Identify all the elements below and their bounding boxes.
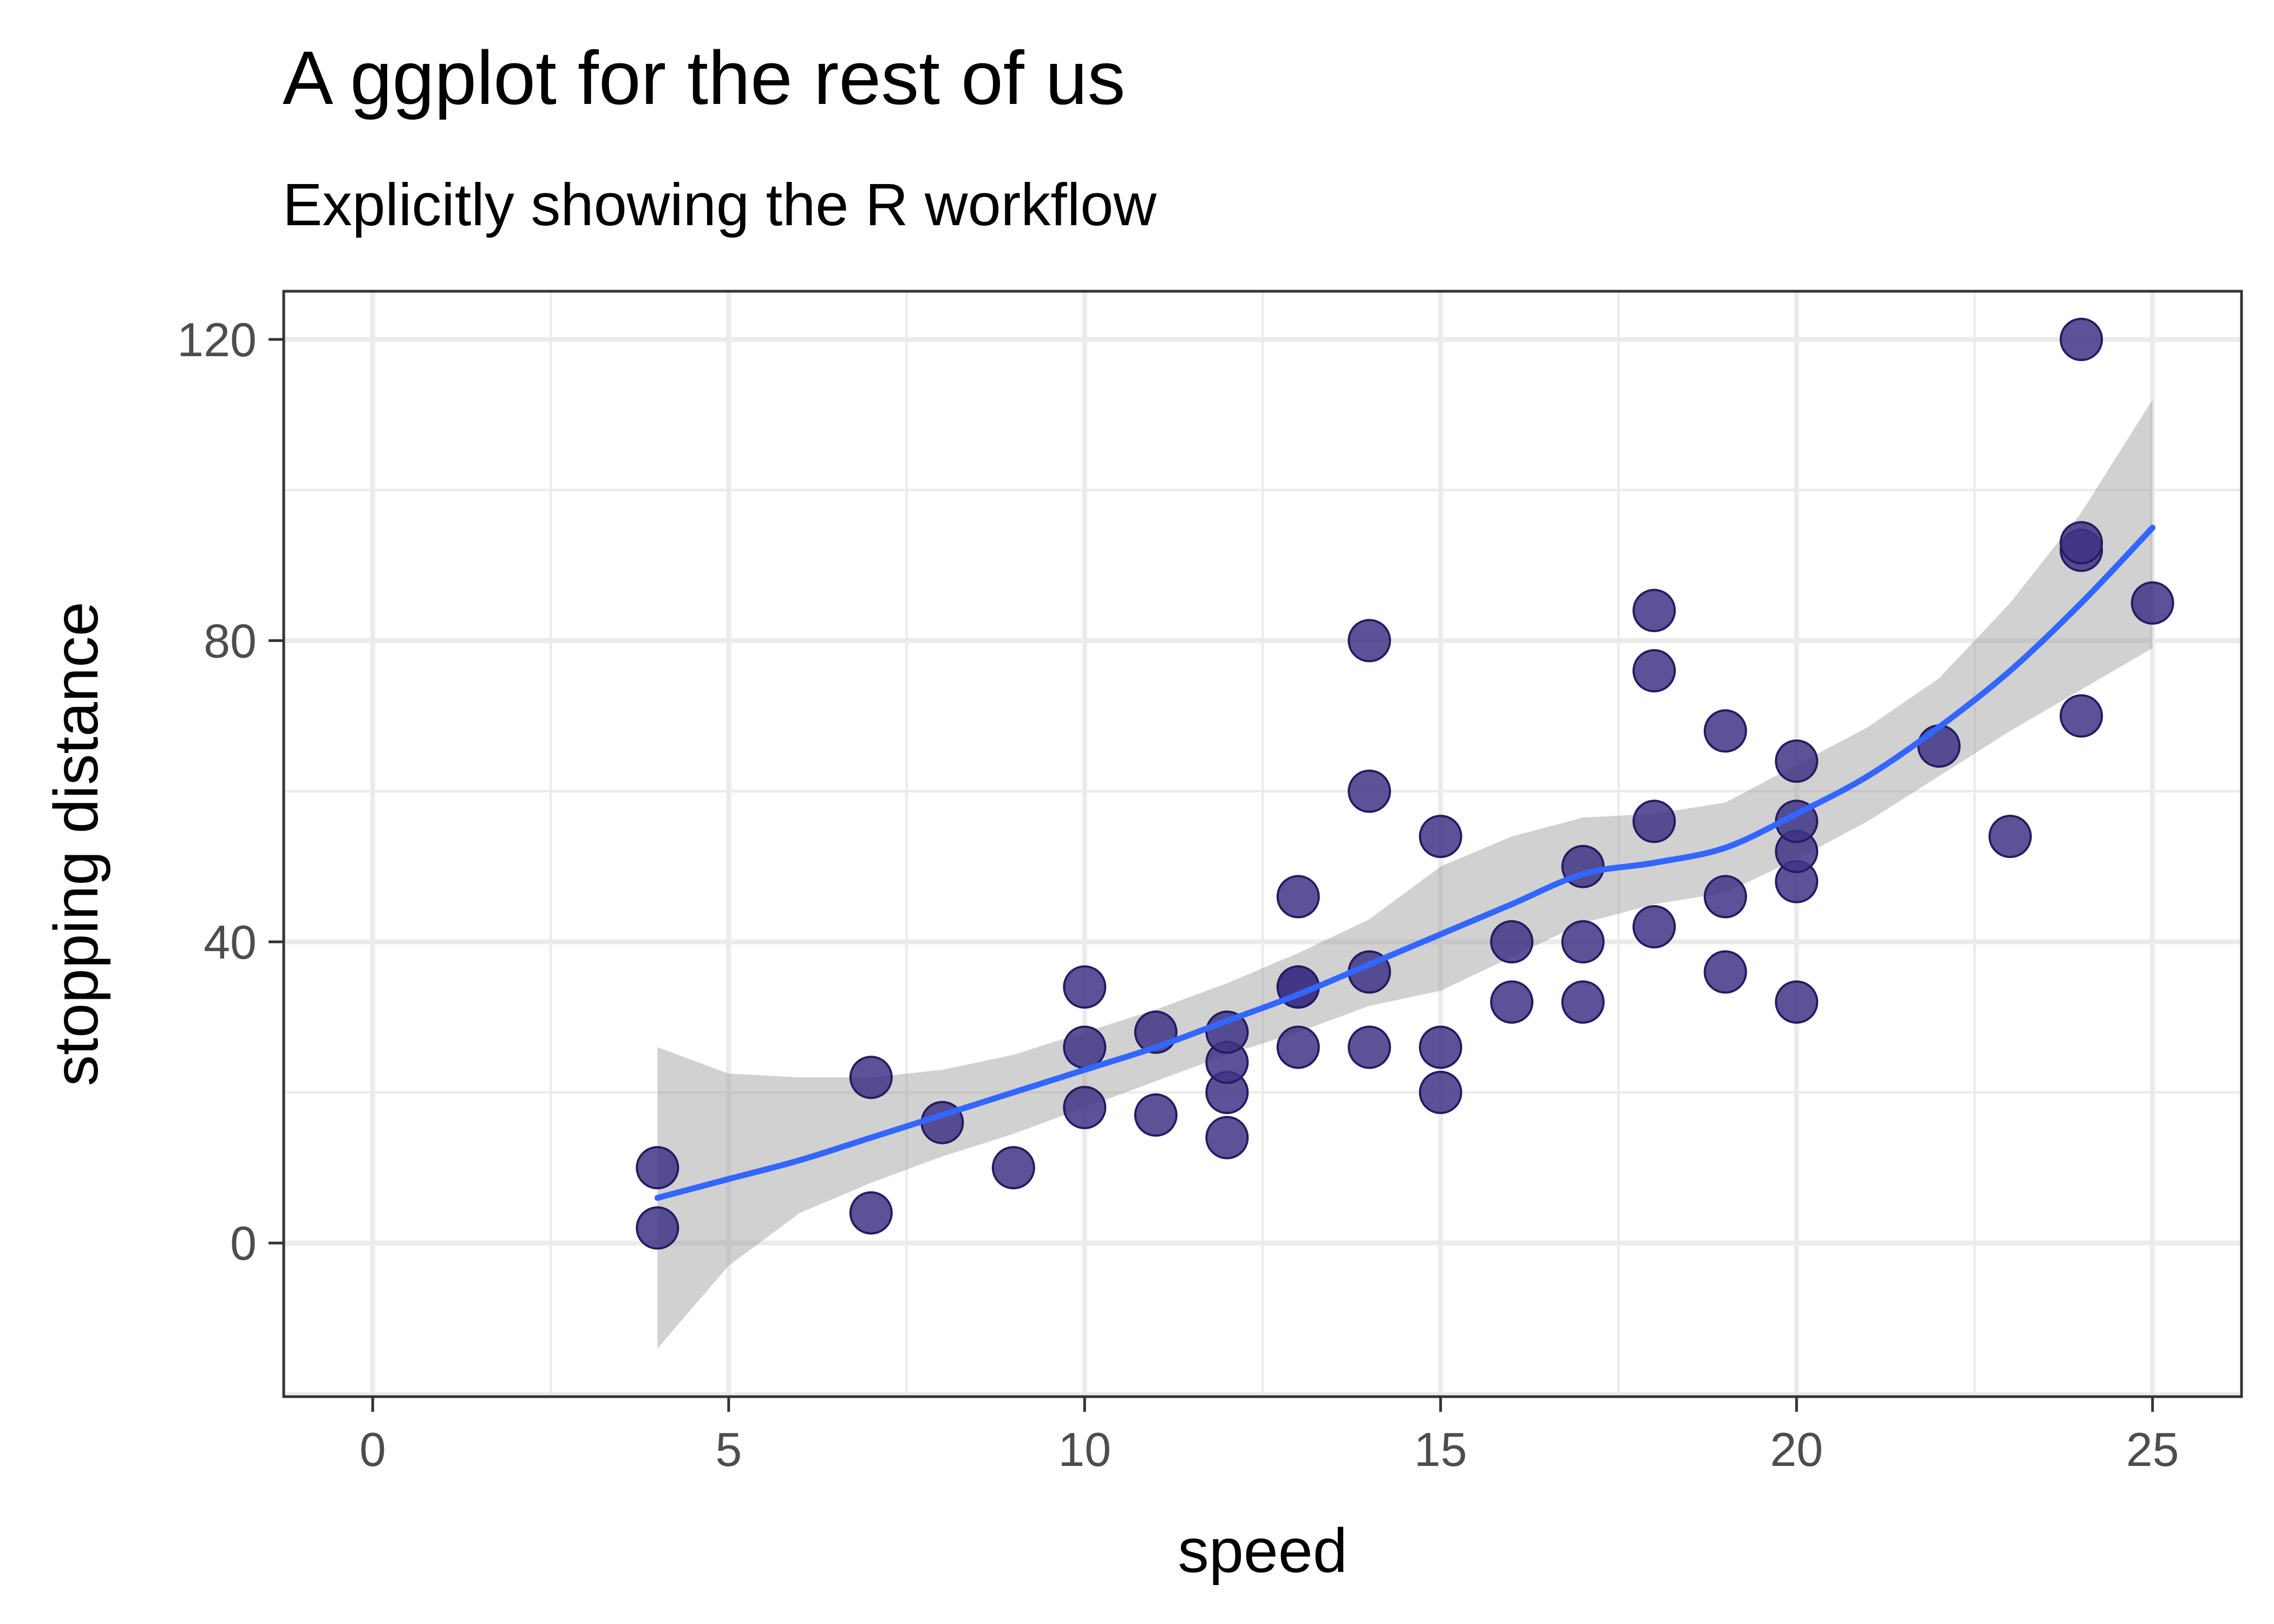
chart-title: A ggplot for the rest of us bbox=[283, 35, 1125, 120]
scatter-point bbox=[1063, 1085, 1107, 1129]
scatter-point bbox=[1205, 1116, 1249, 1160]
confidence-ribbon-layer bbox=[657, 400, 2153, 1348]
scatter-point bbox=[1632, 905, 1676, 948]
x-axis-title: speed bbox=[1178, 1516, 1347, 1586]
scatter-point bbox=[1703, 875, 1747, 919]
scatter-point bbox=[991, 1146, 1035, 1190]
scatter-point bbox=[1063, 1025, 1107, 1069]
scatter-point bbox=[1490, 980, 1534, 1024]
x-tick-label: 5 bbox=[715, 1423, 742, 1476]
y-tick-label: 80 bbox=[204, 614, 257, 667]
y-tick-label: 120 bbox=[177, 313, 257, 366]
scatter-point bbox=[1561, 980, 1605, 1024]
scatter-point bbox=[2060, 318, 2103, 361]
scatter-point bbox=[849, 1056, 893, 1099]
minor-gridlines bbox=[284, 291, 2242, 1397]
scatter-point bbox=[636, 1206, 679, 1250]
scatter-point bbox=[1490, 920, 1534, 964]
smooth-line bbox=[654, 525, 2156, 1201]
scatter-point bbox=[2131, 581, 2174, 625]
scatter-point bbox=[1632, 588, 1676, 632]
scatter-point bbox=[1419, 1071, 1462, 1114]
scatter-point bbox=[1419, 815, 1462, 859]
x-tick-label: 0 bbox=[360, 1423, 386, 1476]
scatter-point bbox=[1703, 950, 1747, 994]
scatter-point bbox=[1063, 965, 1107, 1009]
major-gridlines bbox=[284, 291, 2242, 1397]
scatter-point bbox=[1775, 980, 1819, 1024]
x-tick-label: 25 bbox=[2126, 1423, 2179, 1476]
y-axis-title: stopping distance bbox=[42, 601, 111, 1086]
x-tick-label: 20 bbox=[1770, 1423, 1823, 1476]
scatter-point bbox=[1348, 769, 1391, 813]
y-tick-label: 40 bbox=[204, 915, 257, 969]
scatter-point bbox=[1632, 649, 1676, 693]
confidence-ribbon bbox=[657, 400, 2153, 1348]
scatter-point bbox=[2060, 694, 2103, 738]
scatter-point bbox=[1703, 709, 1747, 753]
scatter-point bbox=[1276, 875, 1320, 919]
scatter-point bbox=[1419, 1025, 1462, 1069]
scatter-point bbox=[2060, 521, 2103, 565]
scatter-point bbox=[849, 1191, 893, 1235]
scatter-point bbox=[1632, 800, 1676, 843]
x-tick-label: 10 bbox=[1058, 1423, 1111, 1476]
x-tick-label: 15 bbox=[1414, 1423, 1467, 1476]
chart-subtitle: Explicitly showing the R workflow bbox=[283, 172, 1156, 238]
scatter-point bbox=[1561, 920, 1605, 964]
panel-border bbox=[282, 290, 2243, 1398]
scatter-point bbox=[636, 1146, 679, 1190]
scatter-point bbox=[1348, 1025, 1391, 1069]
y-tick-label: 0 bbox=[230, 1216, 257, 1270]
scatter-point bbox=[1276, 1025, 1320, 1069]
scatter-point bbox=[1775, 739, 1819, 783]
scatter-point bbox=[1134, 1093, 1178, 1137]
smooth-line-layer bbox=[654, 525, 2156, 1201]
scatter-point bbox=[1348, 619, 1391, 663]
x-axis: 0 5 10 15 20 25 bbox=[360, 1397, 2179, 1476]
y-axis: 0 40 80 120 bbox=[177, 313, 284, 1270]
scatter-point bbox=[1917, 724, 1961, 768]
scatter-point bbox=[1988, 815, 2032, 859]
